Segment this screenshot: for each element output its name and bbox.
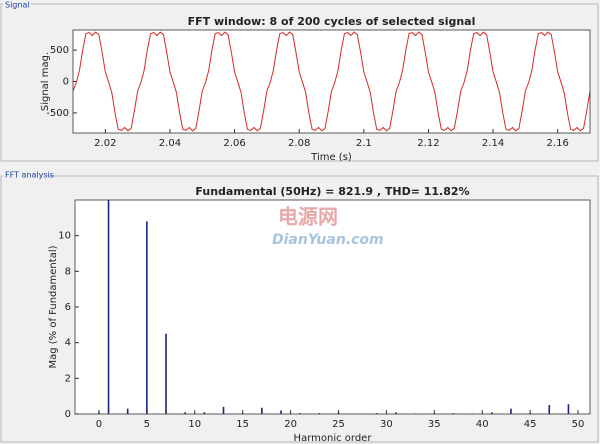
harmonic-bar	[452, 413, 455, 414]
y-tick-label: 8	[65, 266, 71, 277]
chart-title: Fundamental (50Hz) = 821.9 , THD= 11.82%	[195, 185, 469, 198]
x-tick-label: 2.04	[159, 138, 181, 149]
harmonic-bar	[490, 412, 493, 414]
y-tick-label: 6	[65, 302, 71, 313]
plot-content	[73, 31, 590, 132]
harmonic-bar	[146, 221, 148, 414]
harmonic-bar	[376, 413, 378, 414]
x-tick-label: 30	[380, 419, 393, 430]
x-tick-label: 2.1	[356, 138, 372, 149]
y-tick-label: -500	[46, 108, 69, 119]
panel-label-bg	[3, 171, 49, 180]
harmonic-bar	[222, 406, 225, 414]
x-tick-label: 5	[144, 419, 150, 430]
harmonic-bar	[318, 413, 321, 414]
plot-area	[75, 200, 590, 414]
plot-area	[73, 30, 590, 133]
x-axis-label: Harmonic order	[294, 433, 373, 444]
watermark: DianYuan.com	[272, 232, 384, 248]
x-tick-label: 2.16	[547, 138, 569, 149]
harmonic-bar	[337, 412, 340, 414]
harmonic-bar	[98, 412, 100, 414]
x-tick-label: 2.06	[223, 138, 245, 149]
axes-box	[72, 29, 591, 134]
x-tick-label: 25	[332, 419, 345, 430]
x-tick-label: 2.14	[482, 138, 504, 149]
y-tick-label: 10	[58, 231, 71, 242]
harmonic-bar	[280, 410, 282, 414]
x-tick-label: 0	[96, 419, 102, 430]
x-tick-label: 2.02	[94, 138, 116, 149]
y-tick-label: 0	[63, 77, 69, 88]
harmonic-bar	[433, 413, 436, 414]
x-axis-label: Time (s)	[310, 152, 352, 163]
panel-label: FFT analysis	[5, 171, 54, 180]
signal-line	[73, 31, 590, 132]
harmonic-bar	[107, 200, 110, 414]
harmonic-bar	[165, 333, 167, 414]
y-axis-label: Signal mag.	[40, 52, 51, 111]
harmonic-bar	[567, 404, 570, 414]
x-tick-label: 45	[524, 419, 537, 430]
x-tick-label: 2.08	[288, 138, 310, 149]
panel-label-bg	[3, 0, 31, 9]
harmonic-bar	[126, 408, 129, 414]
harmonic-bar	[203, 412, 206, 414]
harmonic-bar	[529, 413, 531, 414]
signal-panel	[0, 3, 599, 162]
x-tick-label: 2.12	[417, 138, 439, 149]
watermark: 电源网	[278, 205, 338, 229]
harmonic-bar	[548, 405, 551, 414]
x-tick-label: 40	[476, 419, 489, 430]
y-axis-label: Mag (% of Fundamental)	[48, 245, 59, 368]
panel-label: Signal	[5, 1, 30, 10]
y-tick-label: 500	[50, 45, 69, 56]
harmonic-bar	[241, 413, 244, 414]
harmonic-bar	[299, 413, 301, 414]
x-tick-label: 15	[236, 419, 249, 430]
fft-panel	[0, 175, 599, 443]
harmonic-bar	[184, 412, 186, 414]
y-tick-label: 2	[65, 373, 71, 384]
x-tick-label: 50	[572, 419, 585, 430]
x-tick-label: 35	[428, 419, 441, 430]
chart-title: FFT window: 8 of 200 cycles of selected …	[188, 15, 476, 28]
y-tick-label: 0	[65, 409, 71, 420]
y-tick-label: 4	[65, 338, 71, 349]
x-tick-label: 20	[284, 419, 297, 430]
harmonic-bar	[395, 412, 397, 414]
harmonic-bar	[261, 407, 263, 414]
harmonic-bar	[510, 408, 512, 414]
x-tick-label: 10	[188, 419, 201, 430]
axes-box	[74, 199, 591, 415]
